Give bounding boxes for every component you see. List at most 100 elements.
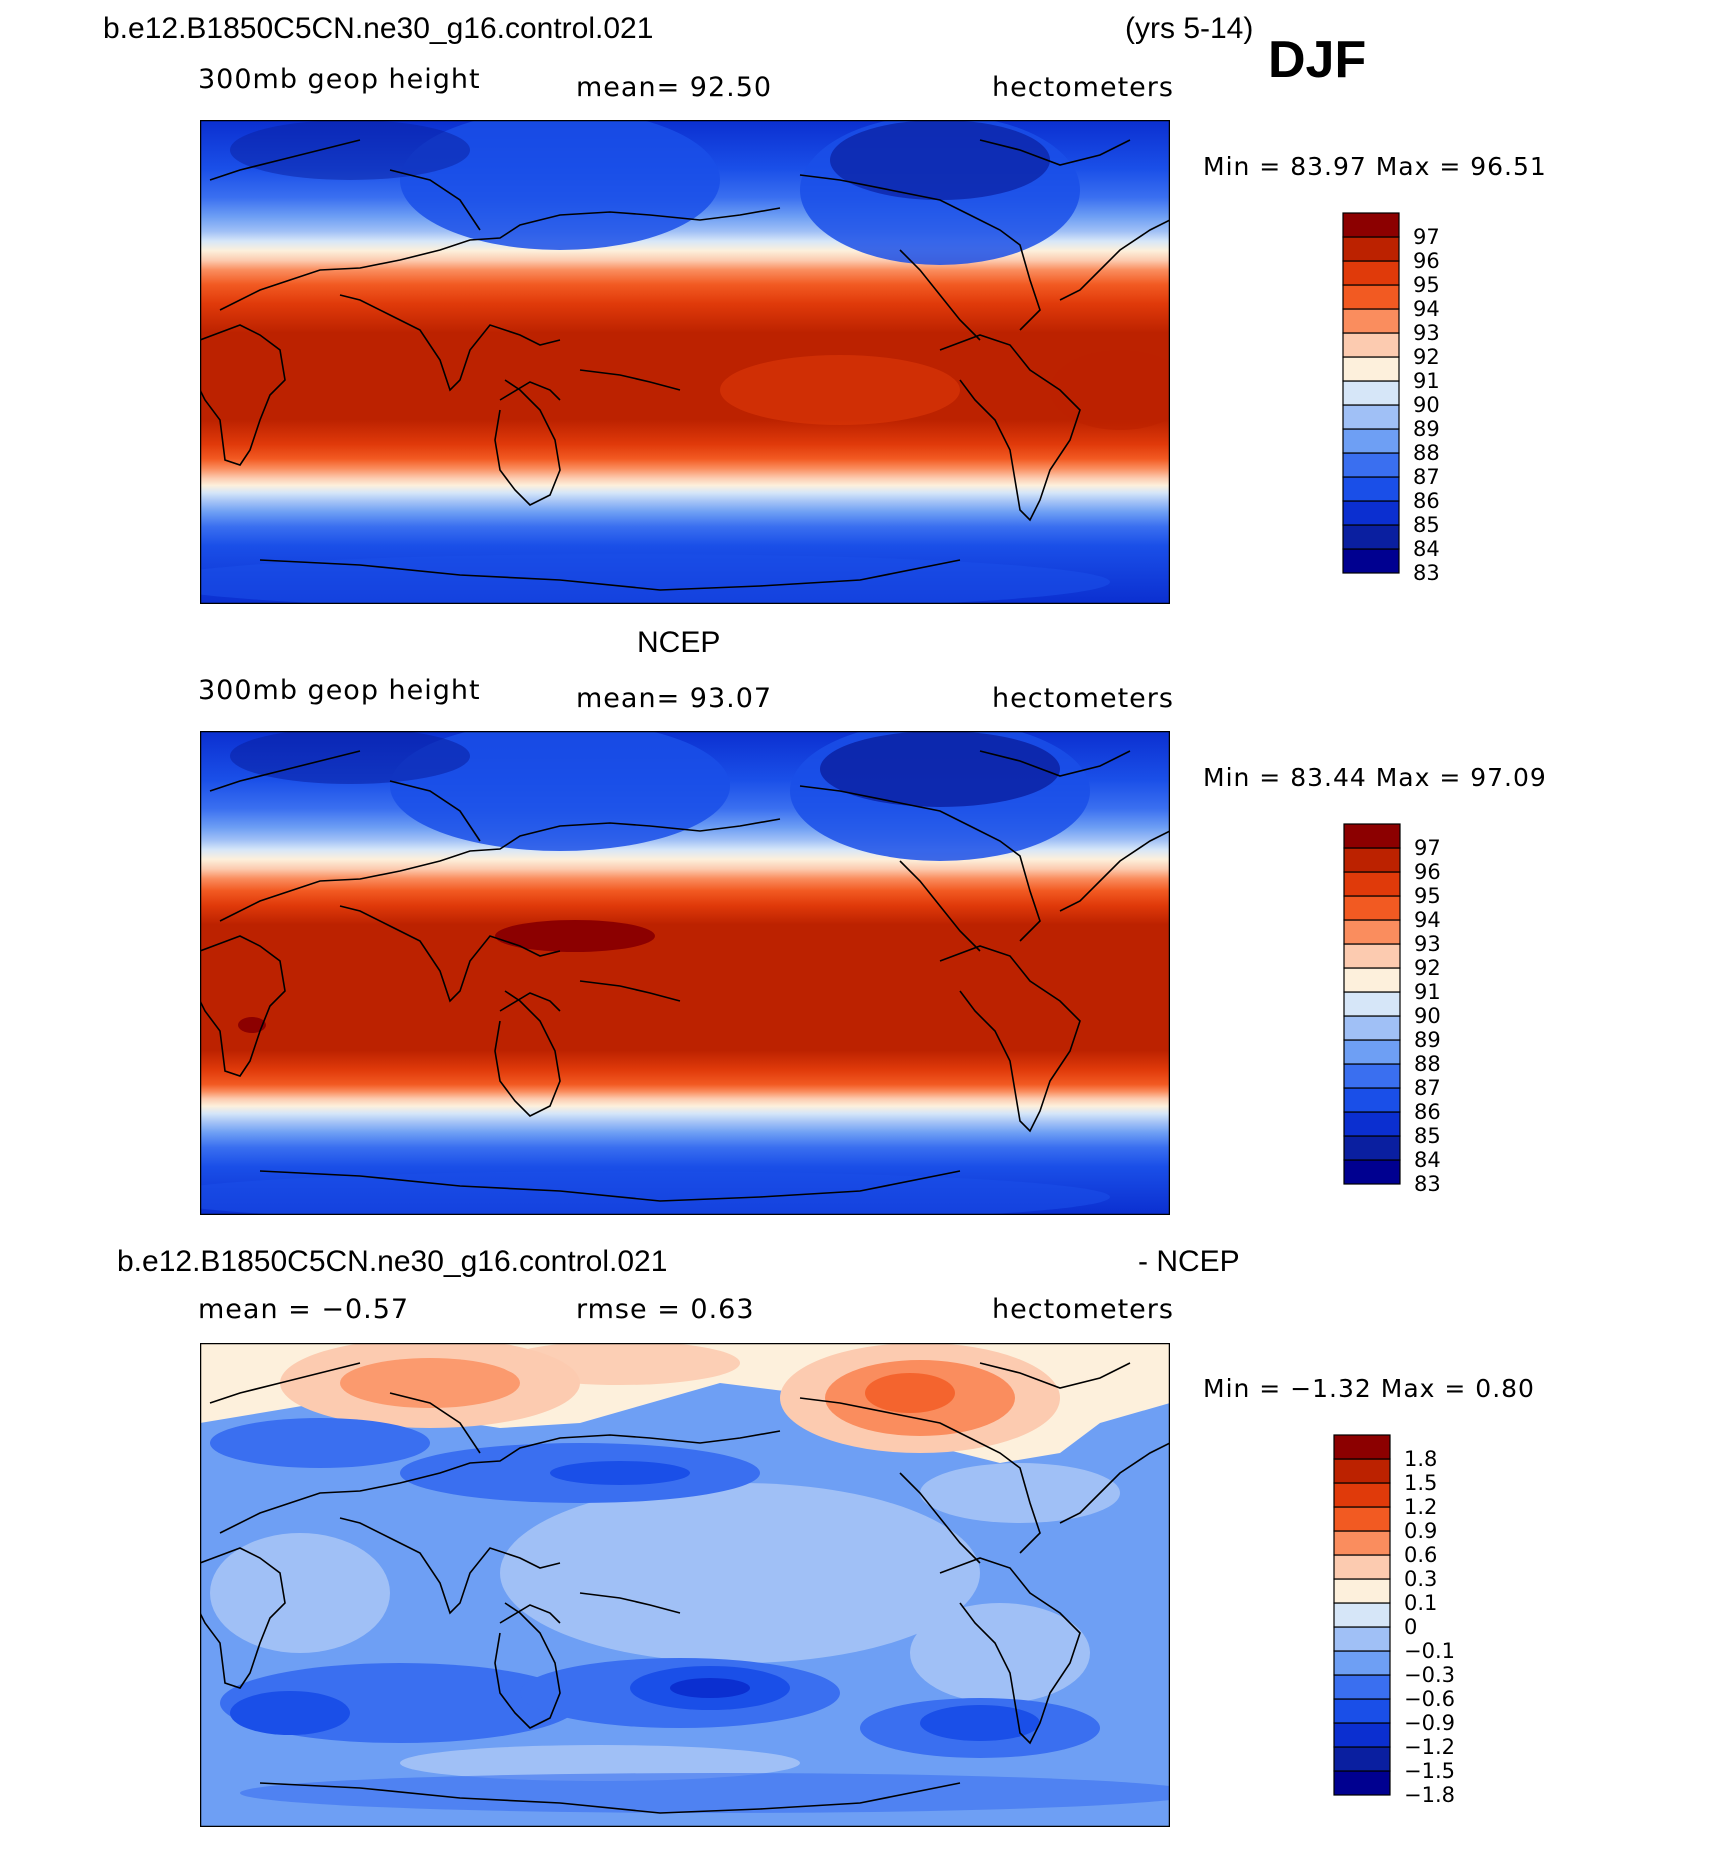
colorbar-box (1333, 1674, 1391, 1700)
years-label: (yrs 5-14) (1125, 12, 1254, 45)
colorbar-tick-label: −0.3 (1404, 1663, 1455, 1687)
colorbar-tick-label: 86 (1413, 489, 1440, 513)
colorbar-box (1342, 284, 1400, 310)
colorbar-box (1342, 380, 1400, 406)
panel1-variable: 300mb geop height (198, 64, 481, 95)
colorbar-tick-label: 89 (1413, 417, 1440, 441)
colorbar-tick-label: 93 (1413, 321, 1440, 345)
colorbar-box (1343, 1087, 1401, 1113)
colorbar-tick-label: 92 (1413, 345, 1440, 369)
colorbar-box (1333, 1698, 1391, 1724)
colorbar-box (1333, 1746, 1391, 1772)
colorbar-box (1333, 1722, 1391, 1748)
colorbar-box (1343, 871, 1401, 897)
colorbar-tick-label: 0.3 (1404, 1567, 1437, 1591)
colorbar-tick-label: 84 (1414, 1148, 1441, 1172)
colorbar-tick-label: −1.8 (1404, 1783, 1455, 1807)
colorbar-tick-label: 0.6 (1404, 1543, 1437, 1567)
panel2-variable: 300mb geop height (198, 675, 481, 706)
panel1-minmax: Min = 83.97 Max = 96.51 (1203, 152, 1547, 181)
colorbar-tick-label: 83 (1414, 1172, 1441, 1196)
colorbar-tick-label: 88 (1413, 441, 1440, 465)
colorbar-tick-label: 1.5 (1404, 1471, 1437, 1495)
coastline-outlines (200, 750, 1170, 1202)
colorbar-box (1343, 1015, 1401, 1041)
panel1-mean: mean= 92.50 (576, 72, 773, 103)
colorbar-tick-label: −1.2 (1404, 1735, 1455, 1759)
colorbar-box (1343, 967, 1401, 993)
colorbar-box (1342, 548, 1400, 574)
colorbar-box (1343, 1111, 1401, 1137)
season-label: DJF (1268, 31, 1367, 89)
colorbar-box (1333, 1530, 1391, 1556)
colorbar-box (1343, 895, 1401, 921)
colorbar-tick-label: −0.9 (1404, 1711, 1455, 1735)
colorbar-box (1333, 1506, 1391, 1532)
colorbar-tick-label: 91 (1413, 369, 1440, 393)
colorbar-box (1342, 500, 1400, 526)
panel3-title-left: b.e12.B1850C5CN.ne30_g16.control.021 (117, 1245, 668, 1278)
colorbar-box (1342, 260, 1400, 286)
colorbar-tick-label: −0.6 (1404, 1687, 1455, 1711)
colorbar-tick-label: 94 (1413, 297, 1440, 321)
colorbar-tick-label: 0.1 (1404, 1591, 1437, 1615)
colorbar-tick-label: 0.9 (1404, 1519, 1437, 1543)
colorbar-box (1333, 1482, 1391, 1508)
colorbar-tick-label: 84 (1413, 537, 1440, 561)
panel3-mean: mean = −0.57 (198, 1294, 410, 1325)
colorbar-box (1343, 1039, 1401, 1065)
colorbar-box (1333, 1458, 1391, 1484)
colorbar-tick-label: 89 (1414, 1028, 1441, 1052)
colorbar-box (1342, 356, 1400, 382)
colorbar-box (1342, 452, 1400, 478)
colorbar-tick-label: 90 (1414, 1004, 1441, 1028)
panel3-title-right: - NCEP (1138, 1245, 1240, 1278)
panel3-colorbar: 1.81.51.20.90.60.30.10−0.1−0.3−0.6−0.9−1… (1333, 1434, 1455, 1807)
panel2-title: NCEP (637, 626, 721, 659)
colorbar-tick-label: 93 (1414, 932, 1441, 956)
panel3-rmse: rmse = 0.63 (576, 1294, 755, 1325)
panel1-map (200, 120, 1170, 604)
colorbar-box (1333, 1626, 1391, 1652)
colorbar-tick-label: 91 (1414, 980, 1441, 1004)
panel2-units: hectometers (992, 683, 1174, 714)
colorbar-box (1333, 1578, 1391, 1604)
colorbar-tick-label: 92 (1414, 956, 1441, 980)
colorbar-tick-label: −0.1 (1404, 1639, 1455, 1663)
colorbar-box (1342, 236, 1400, 262)
colorbar-box (1343, 1063, 1401, 1089)
colorbar-box (1343, 823, 1401, 849)
colorbar-box (1333, 1434, 1391, 1460)
panel1-units: hectometers (992, 72, 1174, 103)
colorbar-box (1342, 404, 1400, 430)
colorbar-tick-label: 97 (1414, 836, 1441, 860)
colorbar-box (1333, 1554, 1391, 1580)
colorbar-box (1333, 1650, 1391, 1676)
colorbar-tick-label: 95 (1414, 884, 1441, 908)
colorbar-box (1333, 1602, 1391, 1628)
colorbar-tick-label: 94 (1414, 908, 1441, 932)
colorbar-box (1342, 428, 1400, 454)
colorbar-box (1343, 919, 1401, 945)
colorbar-tick-label: 87 (1414, 1076, 1441, 1100)
colorbar-tick-label: 85 (1414, 1124, 1441, 1148)
colorbar-tick-label: 96 (1414, 860, 1441, 884)
colorbar-tick-label: 83 (1413, 561, 1440, 585)
colorbar-tick-label: 90 (1413, 393, 1440, 417)
colorbar-tick-label: 0 (1404, 1615, 1417, 1639)
panel3-units: hectometers (992, 1294, 1174, 1325)
colorbar-tick-label: 95 (1413, 273, 1440, 297)
colorbar-tick-label: 88 (1414, 1052, 1441, 1076)
colorbar-tick-label: −1.5 (1404, 1759, 1455, 1783)
colorbar-box (1333, 1770, 1391, 1796)
colorbar-tick-label: 1.8 (1404, 1447, 1437, 1471)
panel2-mean: mean= 93.07 (576, 683, 773, 714)
colorbar-box (1343, 1159, 1401, 1185)
colorbar-box (1342, 308, 1400, 334)
panel2-map (200, 731, 1170, 1215)
panel2-minmax: Min = 83.44 Max = 97.09 (1203, 763, 1547, 792)
colorbar-tick-label: 97 (1413, 225, 1440, 249)
colorbar-box (1342, 332, 1400, 358)
